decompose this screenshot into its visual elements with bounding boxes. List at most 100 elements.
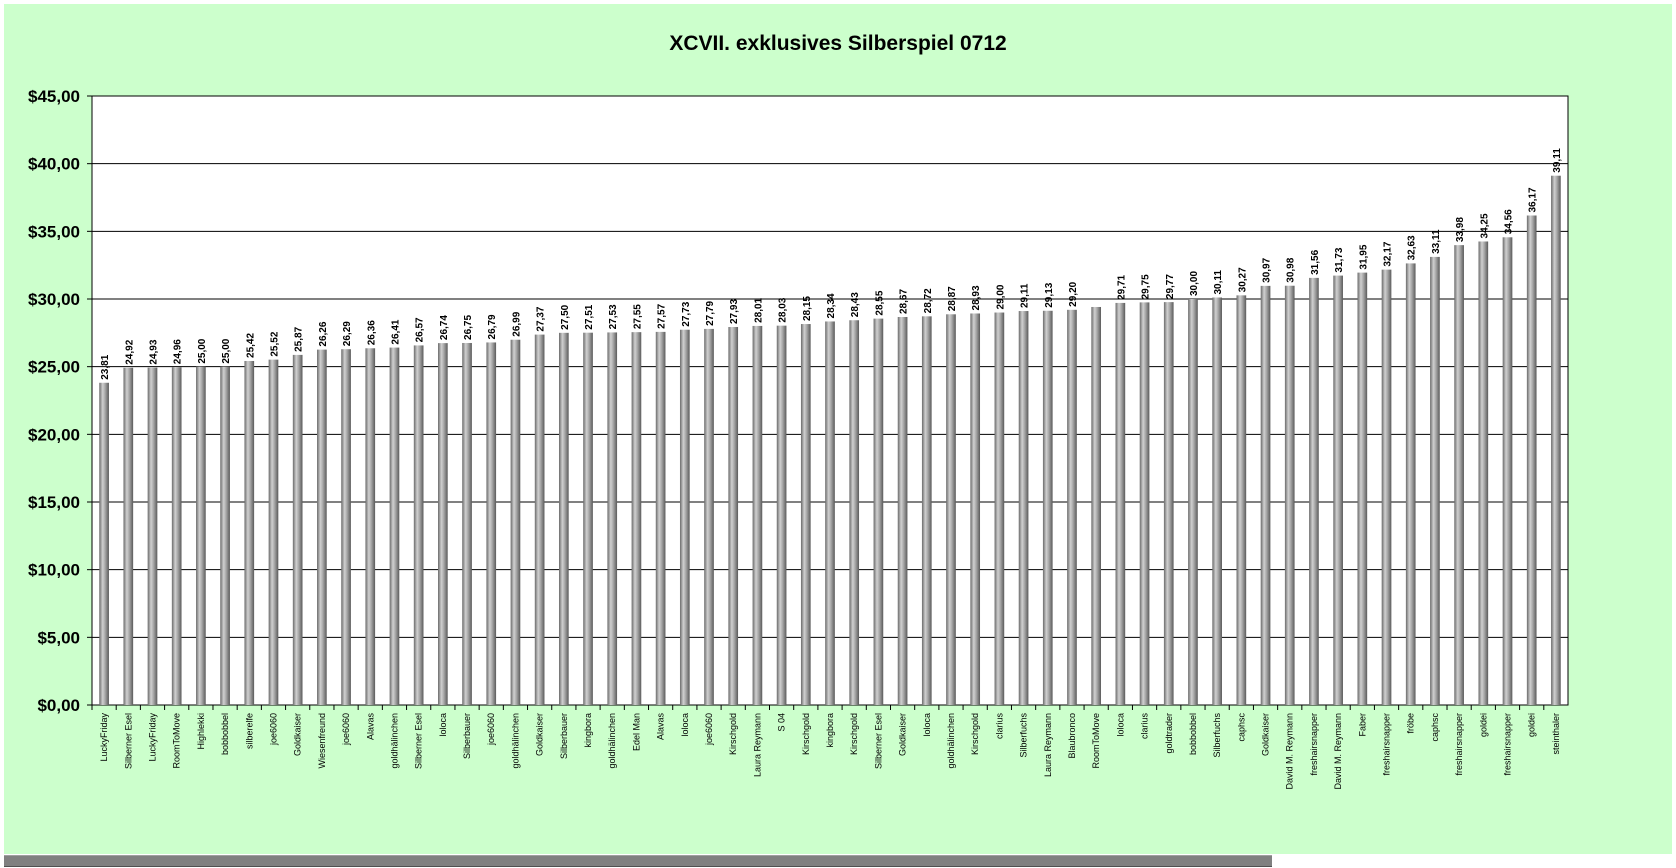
x-tick-label: freshairsnapper [1503, 713, 1513, 776]
x-tick-label: kingbora [583, 713, 593, 748]
y-tick-label: $20,00 [28, 425, 80, 444]
bar [631, 332, 642, 705]
bar [123, 367, 134, 705]
x-tick-label: Alavas [365, 713, 375, 741]
value-label: 29,11 [1020, 283, 1031, 308]
value-label: 25,52 [269, 331, 280, 356]
value-label: 29,71 [1116, 274, 1127, 299]
bar [1478, 241, 1489, 705]
bars [91, 175, 1561, 710]
value-label: 27,37 [536, 306, 547, 331]
x-tick-label: Edel Man [631, 713, 641, 751]
x-tick-label: Blaubronco [1067, 713, 1077, 759]
bar [728, 327, 739, 705]
bar [921, 316, 932, 705]
y-tick-label: $0,00 [37, 696, 80, 715]
x-tick-label: Silberfuchs [1212, 713, 1222, 758]
value-label: 30,00 [1189, 271, 1200, 296]
y-tick-label: $45,00 [28, 87, 80, 106]
value-label: 25,42 [245, 333, 256, 358]
x-tick-label: goldhälinchen [510, 713, 520, 769]
x-tick-label: S 04 [777, 713, 787, 732]
bar [825, 321, 835, 705]
bar [873, 318, 884, 705]
value-label: 23,81 [100, 354, 111, 379]
bar [583, 332, 593, 705]
bar [1236, 295, 1247, 705]
horizontal-scrollbar[interactable] [4, 855, 1272, 867]
bar [1139, 302, 1150, 705]
bar [1260, 285, 1271, 705]
x-tick-label: Faber [1357, 713, 1367, 737]
value-label: 29,00 [995, 284, 1006, 309]
bar [1357, 272, 1368, 705]
value-label: 26,26 [318, 321, 329, 346]
bar [147, 367, 158, 705]
x-tick-label: Laura Reymann [1043, 713, 1053, 777]
x-tick-label: Kirschgold [728, 713, 738, 755]
value-label: 28,15 [802, 296, 813, 321]
value-label: 28,03 [778, 297, 789, 322]
value-label: 28,34 [826, 293, 837, 318]
value-label: 27,50 [560, 304, 571, 329]
x-tick-label: silberelfe [244, 713, 254, 749]
x-tick-label: Silberner Esel [123, 713, 133, 769]
bar [1212, 297, 1222, 705]
bar [1091, 306, 1102, 705]
value-label: 27,53 [608, 304, 619, 329]
value-label: 27,93 [729, 299, 740, 324]
bar [1042, 310, 1053, 705]
value-label: 24,92 [124, 339, 135, 364]
bar [244, 360, 255, 705]
value-label: 30,97 [1262, 257, 1273, 282]
bar [220, 366, 230, 705]
value-label: 39,11 [1552, 148, 1563, 173]
bar [365, 348, 376, 705]
bar [800, 324, 811, 705]
x-tick-label: Silberbauer [462, 713, 472, 759]
x-tick-label: goldei [1527, 713, 1537, 737]
bar [1067, 309, 1077, 705]
x-tick-label: Goldkaiser [535, 713, 545, 756]
bar [776, 325, 787, 705]
value-label: 36,17 [1528, 187, 1539, 212]
value-labels: 23,81 24,92 24,93 24,96 25,00 25,00 25,42 25,52… [100, 148, 1563, 380]
y-tick-label: $30,00 [28, 290, 80, 309]
x-tick-label: freshairsnapper [1382, 713, 1392, 776]
value-label: 26,29 [342, 321, 353, 346]
x-tick-label: goldei [1478, 713, 1488, 737]
bar [1309, 277, 1319, 705]
value-label: 34,56 [1504, 209, 1515, 234]
value-label: 31,73 [1334, 247, 1345, 272]
value-label: 29,75 [1141, 274, 1152, 299]
chart-area: $0,00 $5,00 $10,00 $15,00 $20,00 $25,00 $30,00… [4, 4, 1672, 854]
bar [171, 367, 182, 705]
bar [1502, 237, 1513, 705]
value-label: 29,20 [1068, 281, 1079, 306]
bar [1163, 302, 1174, 705]
x-tick-label: joe6060 [268, 713, 278, 746]
value-label: 28,67 [899, 289, 910, 314]
bar [341, 349, 351, 705]
bar-chart: $0,00 $5,00 $10,00 $15,00 $20,00 $25,00 $30,00… [28, 87, 1569, 790]
bar [752, 325, 763, 705]
value-label: 24,96 [173, 339, 184, 364]
x-tick-label: Laura Reymann [752, 713, 762, 777]
value-label: 34,25 [1479, 213, 1490, 238]
bar [1430, 256, 1440, 705]
x-tick-label: goldhälinchen [607, 713, 617, 769]
bar [1115, 302, 1126, 705]
bar [704, 328, 714, 705]
bar [655, 331, 666, 705]
x-tick-label: Highlekki [196, 713, 206, 750]
x-tick-label: loloca [438, 713, 448, 737]
bar [462, 342, 472, 705]
value-label: 26,57 [415, 317, 426, 342]
x-tick-label: Wiesenfreund [317, 713, 327, 769]
bar [99, 382, 109, 705]
value-label: 32,17 [1383, 241, 1394, 266]
bar [1405, 263, 1416, 705]
value-label: 30,11 [1213, 270, 1224, 295]
bar [994, 312, 1005, 705]
x-tick-label: freshairsnapper [1454, 713, 1464, 776]
